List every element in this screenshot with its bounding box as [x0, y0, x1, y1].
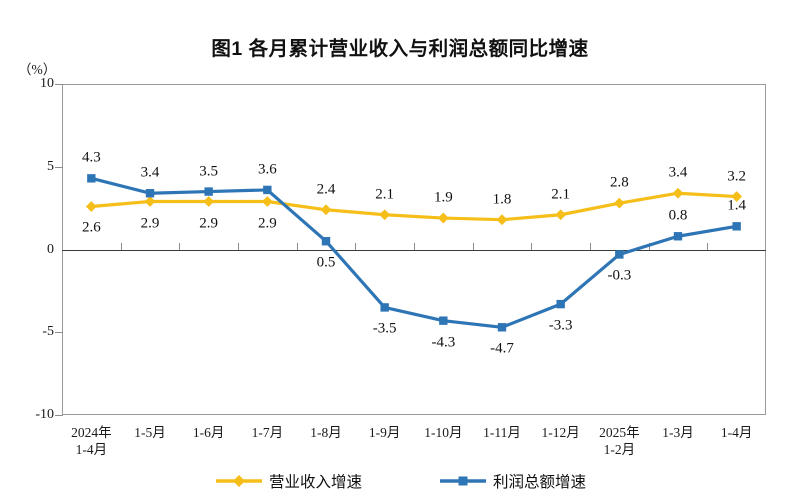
y-tick-label: -5 — [42, 324, 54, 340]
data-value-label: 3.4 — [668, 164, 688, 181]
x-tick-mark — [120, 242, 122, 250]
chart-title: 图1 各月累计营业收入与利润总额同比增速 — [211, 38, 589, 60]
data-value-label: 2.8 — [609, 174, 629, 191]
x-axis-label: 1-9月 — [368, 425, 401, 440]
data-value-label: 3.5 — [199, 163, 219, 180]
zero-baseline — [62, 249, 766, 251]
x-tick-mark — [707, 242, 709, 250]
data-value-label: 2.4 — [316, 181, 336, 198]
y-tick-mark — [55, 415, 63, 416]
legend-label: 营业收入增速 — [268, 474, 362, 491]
x-axis-label: 1-4月 — [720, 425, 753, 440]
x-tick-mark — [531, 242, 533, 250]
data-value-label: 3.6 — [257, 161, 277, 178]
y-tick-label: -10 — [35, 407, 54, 422]
x-axis-label: 1-8月 — [310, 425, 342, 440]
data-value-label: 2.9 — [257, 215, 277, 231]
data-value-label: 2.1 — [375, 186, 395, 203]
legend-item-profit[interactable]: 利润总额增速 — [438, 470, 586, 492]
data-value-label: 0.5 — [316, 254, 336, 271]
x-axis-label: 2025年 1-2月 — [599, 425, 640, 457]
legend-item-revenue[interactable]: 营业收入增速 — [214, 470, 362, 492]
x-tick-mark — [355, 242, 357, 250]
x-tick-mark — [296, 242, 298, 250]
x-tick-mark — [414, 242, 415, 250]
x-axis-label: 1-5月 — [134, 425, 166, 440]
legend-diamond-icon — [215, 475, 262, 487]
x-tick-mark — [238, 242, 239, 250]
x-tick-mark — [179, 242, 181, 250]
data-value-label: 2.9 — [140, 215, 160, 231]
data-value-label: 2.6 — [81, 219, 101, 236]
legend-square-icon — [440, 476, 486, 486]
y-axis-unit-label: （%） — [18, 62, 57, 77]
x-axis-label: 1-12月 — [541, 425, 580, 440]
y-tick-mark — [55, 84, 63, 85]
x-axis-label: 1-6月 — [192, 425, 225, 440]
data-value-label: -0.3 — [607, 267, 632, 284]
x-axis-label: 1-11月 — [483, 425, 521, 440]
data-value-label: 4.3 — [81, 149, 101, 166]
y-tick-label: 5 — [47, 158, 54, 174]
data-value-label: -3.5 — [372, 320, 397, 337]
y-tick-label: 0 — [47, 241, 54, 257]
data-value-label: 3.4 — [140, 164, 160, 181]
x-tick-mark — [648, 242, 650, 250]
y-tick-mark — [55, 166, 63, 168]
data-value-label: 2.9 — [199, 215, 219, 231]
data-value-label: 2.1 — [551, 186, 571, 203]
data-value-label: -4.3 — [431, 334, 456, 351]
legend-label: 利润总额增速 — [493, 474, 587, 491]
y-tick-label: 10 — [40, 76, 54, 91]
x-axis-label: 1-3月 — [662, 425, 694, 440]
x-axis-label: 1-7月 — [251, 425, 284, 440]
data-value-label: 3.2 — [727, 168, 747, 185]
x-axis-label: 1-10月 — [424, 425, 463, 440]
data-value-label: 1.9 — [433, 189, 453, 206]
data-value-label: 1.4 — [727, 197, 747, 214]
data-value-label: 1.8 — [492, 191, 512, 208]
x-axis-label: 2024年 1-4月 — [71, 425, 112, 457]
x-tick-mark — [472, 242, 474, 250]
y-tick-mark — [55, 332, 63, 334]
chart-legend: 营业收入增速 利润总额增速 — [0, 470, 800, 492]
data-value-label: 0.8 — [668, 207, 688, 224]
data-value-label: -3.3 — [548, 317, 573, 334]
x-tick-mark — [590, 242, 591, 250]
data-value-label: -4.7 — [490, 340, 514, 357]
